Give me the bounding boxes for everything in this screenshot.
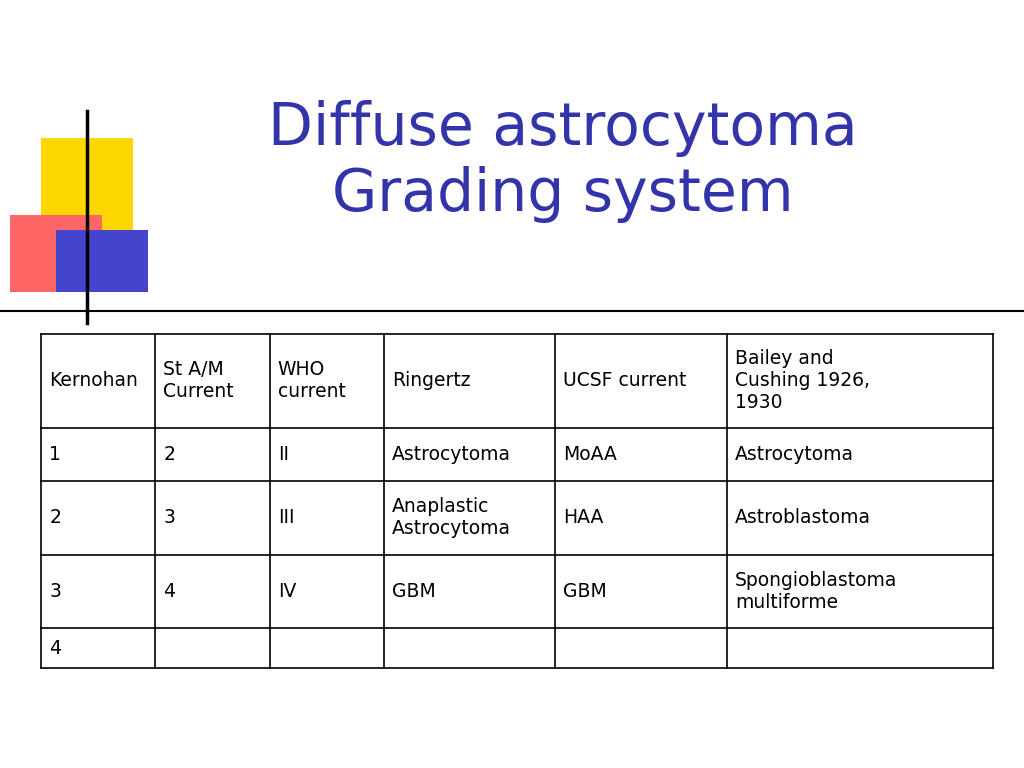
FancyBboxPatch shape — [56, 230, 148, 292]
Text: MoAA: MoAA — [563, 445, 617, 464]
Text: 2: 2 — [164, 445, 175, 464]
Text: II: II — [278, 445, 289, 464]
Text: GBM: GBM — [392, 582, 436, 601]
Text: 4: 4 — [164, 582, 175, 601]
Text: 2: 2 — [49, 508, 61, 528]
Text: 4: 4 — [49, 639, 61, 657]
Text: GBM: GBM — [563, 582, 607, 601]
Text: III: III — [278, 508, 294, 528]
Text: Spongioblastoma
multiforme: Spongioblastoma multiforme — [735, 571, 897, 612]
Text: Kernohan: Kernohan — [49, 372, 138, 390]
Text: Diffuse astrocytoma
Grading system: Diffuse astrocytoma Grading system — [268, 100, 858, 223]
Text: Astrocytoma: Astrocytoma — [392, 445, 511, 464]
Text: 3: 3 — [164, 508, 175, 528]
Text: Astroblastoma: Astroblastoma — [735, 508, 870, 528]
Text: UCSF current: UCSF current — [563, 372, 687, 390]
Text: HAA: HAA — [563, 508, 604, 528]
Text: Astrocytoma: Astrocytoma — [735, 445, 854, 464]
Text: 3: 3 — [49, 582, 61, 601]
Text: St A/M
Current: St A/M Current — [164, 360, 234, 402]
Text: WHO
current: WHO current — [278, 360, 345, 402]
FancyBboxPatch shape — [41, 138, 133, 246]
Text: Ringertz: Ringertz — [392, 372, 470, 390]
Text: Anaplastic
Astrocytoma: Anaplastic Astrocytoma — [392, 498, 511, 538]
Text: Bailey and
Cushing 1926,
1930: Bailey and Cushing 1926, 1930 — [735, 349, 869, 412]
FancyBboxPatch shape — [10, 215, 102, 292]
Text: 1: 1 — [49, 445, 61, 464]
Text: IV: IV — [278, 582, 296, 601]
